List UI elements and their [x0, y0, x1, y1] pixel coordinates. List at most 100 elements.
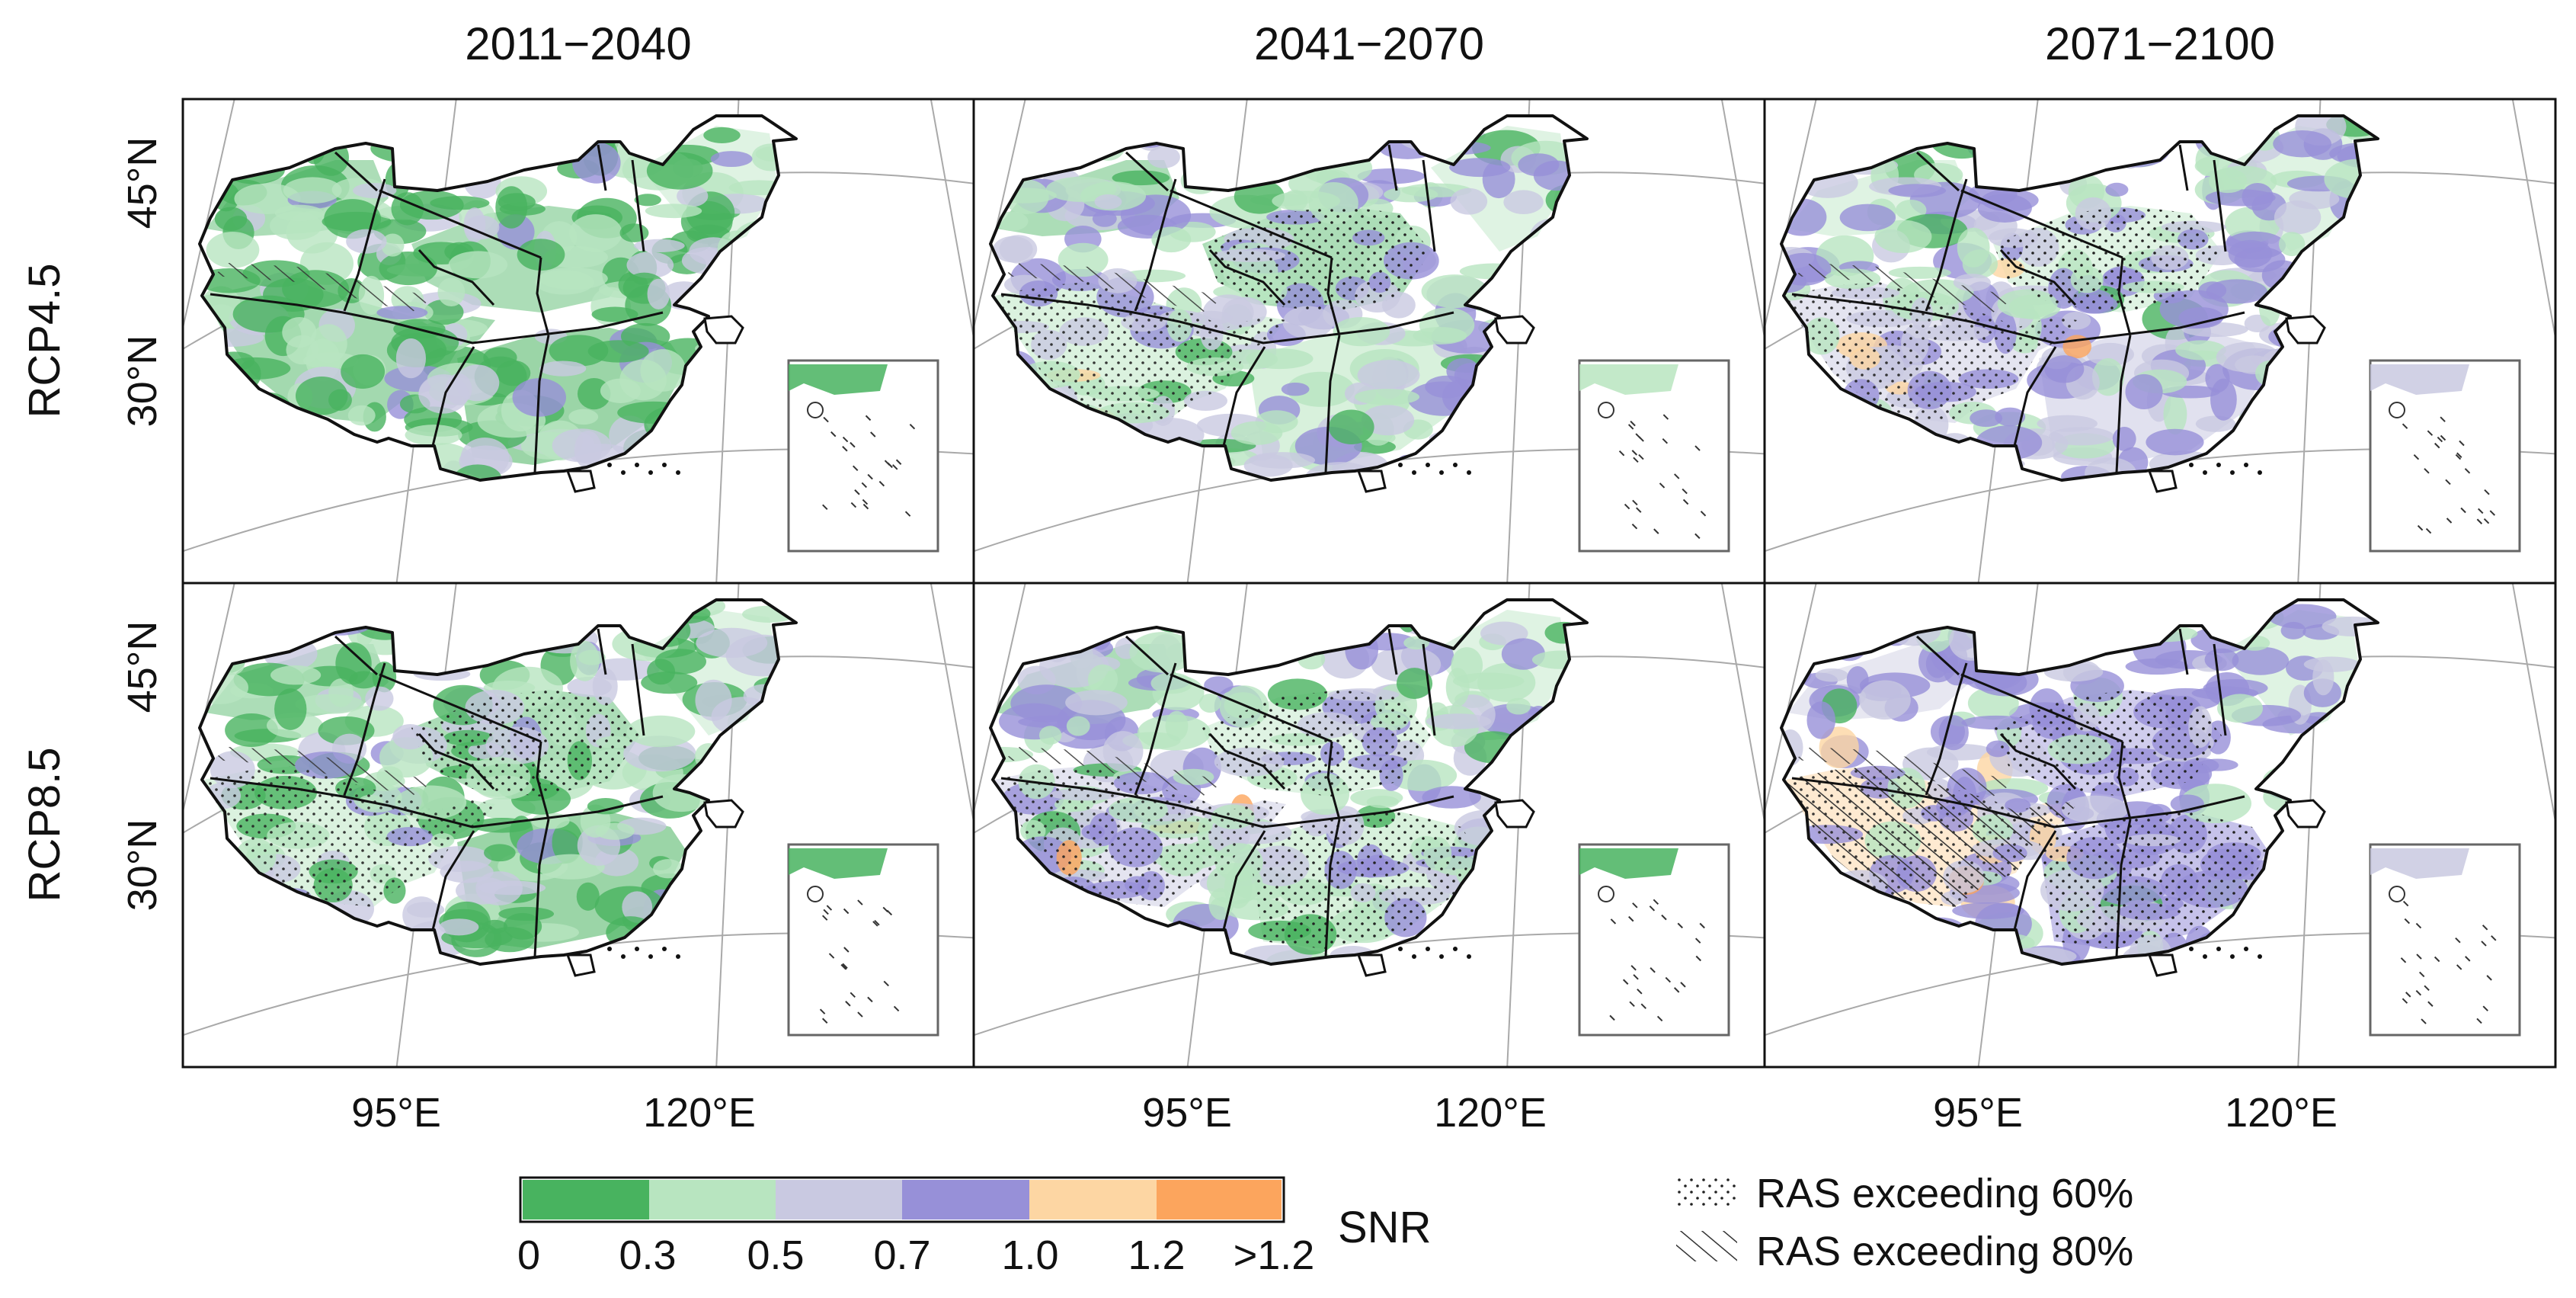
region-boundary [536, 741, 550, 820]
panel-frame [1763, 582, 2557, 1069]
lon-label-95e-col1: 95°E [351, 1090, 441, 1136]
region-boundary [431, 830, 475, 931]
taiwan-outline [703, 315, 744, 345]
lon-label-120e-col3: 120°E [2225, 1090, 2338, 1136]
lon-label-120e-col2: 120°E [1434, 1090, 1547, 1136]
country-outline [989, 114, 1589, 482]
taiwan-outline [1494, 799, 1535, 828]
region-boundary [379, 189, 542, 259]
hatch-overlay [1786, 766, 2077, 907]
stipple-overlay [995, 766, 1286, 907]
region-boundary [1387, 628, 1398, 675]
graticule-meridian [974, 583, 1026, 812]
hainan-outline [1356, 953, 1387, 977]
taiwan-outline [703, 799, 744, 828]
region-boundary [2213, 643, 2227, 736]
column-title-2: 2041−2070 [1254, 18, 1484, 69]
region-boundary [2013, 830, 2057, 931]
taiwan-outline [2285, 799, 2326, 828]
region-boundary [343, 178, 386, 312]
lat-label-30n-row2: 30°N [120, 819, 165, 912]
stipple-swatch [1676, 1178, 1737, 1208]
region-boundary [334, 635, 379, 676]
column-title-3: 2071−2100 [2045, 18, 2275, 69]
region-boundary [1170, 673, 1333, 743]
hatch-legend-label: RAS exceeding 80% [1756, 1229, 2133, 1274]
colorbar-swatch-1 [649, 1180, 776, 1219]
hatch-swatch [1676, 1231, 1737, 1261]
south-china-sea-inset [1578, 843, 1730, 1037]
region-boundary [631, 159, 645, 252]
region-boundary [1999, 732, 2077, 790]
region-boundary [1326, 741, 1341, 820]
region-boundary [1326, 257, 1341, 336]
region-boundary [210, 293, 664, 345]
region-boundary [1222, 346, 1266, 447]
graticule-meridian [974, 99, 1026, 329]
country-outline [1780, 598, 2379, 966]
lat-label-30n-row1: 30°N [120, 335, 165, 428]
graticule-meridian [2511, 99, 2555, 342]
country-outline [198, 114, 798, 482]
lon-label-95e-col2: 95°E [1142, 1090, 1232, 1136]
snr-colorbar: 0 0.3 0.5 0.7 1.0 1.2 >1.2 SNR [517, 1176, 1431, 1278]
significance-legend: RAS exceeding 60% RAS exceeding 80% [1676, 1171, 2133, 1274]
region-boundary [597, 628, 607, 675]
region-boundary [379, 673, 542, 743]
lat-label-45n-row1: 45°N [120, 137, 165, 229]
hatch-overlay [1795, 263, 2016, 312]
region-boundary [1387, 144, 1398, 191]
region-boundary [2117, 741, 2132, 820]
colorbar-tick-3: 0.7 [873, 1232, 930, 1278]
colorbar-frame [519, 1176, 1285, 1223]
region-boundary [1000, 293, 1454, 345]
region-boundary [2013, 346, 2057, 447]
south-china-sea-inset [787, 843, 939, 1037]
colorbar-title: SNR [1338, 1203, 1431, 1252]
graticule-meridian [2511, 583, 2555, 826]
region-boundary [1134, 178, 1177, 312]
row-title-rcp45: RCP4.5 [20, 263, 69, 418]
region-boundary [2115, 335, 2132, 473]
south-china-sea-inset [787, 359, 939, 553]
region-boundary [1915, 635, 1960, 676]
taiwan-outline [2285, 315, 2326, 345]
region-boundary [2117, 257, 2132, 336]
region-boundary [1208, 732, 1286, 790]
map-panel-r1-c3 [1763, 98, 2557, 585]
region-boundary [2178, 628, 2189, 675]
graticule-meridian [930, 99, 974, 342]
region-boundary [536, 257, 550, 336]
stipple-overlay [1993, 206, 2222, 312]
stipple-overlay [995, 282, 1286, 423]
region-boundary [1791, 293, 2245, 345]
colorbar-swatch-4 [1029, 1180, 1157, 1219]
region-boundary [1999, 248, 2077, 306]
hainan-outline [2147, 470, 2178, 493]
map-panel-r2-c3 [1763, 582, 2557, 1069]
colorbar-tick-1: 0.3 [619, 1232, 676, 1278]
region-boundary [1125, 635, 1170, 676]
lon-label-95e-col3: 95°E [1933, 1090, 2023, 1136]
region-boundary [1134, 662, 1177, 796]
graticule-meridian [1720, 99, 1765, 342]
region-boundary [533, 335, 550, 473]
hainan-outline [565, 953, 596, 977]
hatch-overlay [213, 263, 434, 312]
stipple-overlay [411, 690, 640, 796]
south-china-sea-inset [1578, 359, 1730, 553]
region-boundary [1324, 819, 1341, 957]
colorbar-swatch-0 [523, 1180, 649, 1219]
region-boundary [1208, 248, 1286, 306]
region-boundary [1925, 178, 1968, 312]
hainan-outline [565, 470, 596, 493]
region-boundary [1000, 777, 1454, 828]
colorbar-tick-4: 1.0 [1001, 1232, 1058, 1278]
region-boundary [418, 248, 495, 306]
colorbar-tick-2: 0.5 [747, 1232, 804, 1278]
stipple-overlay [204, 766, 495, 907]
hainan-outline [1356, 470, 1387, 493]
region-boundary [418, 732, 495, 790]
hatch-overlay [1004, 747, 1225, 796]
